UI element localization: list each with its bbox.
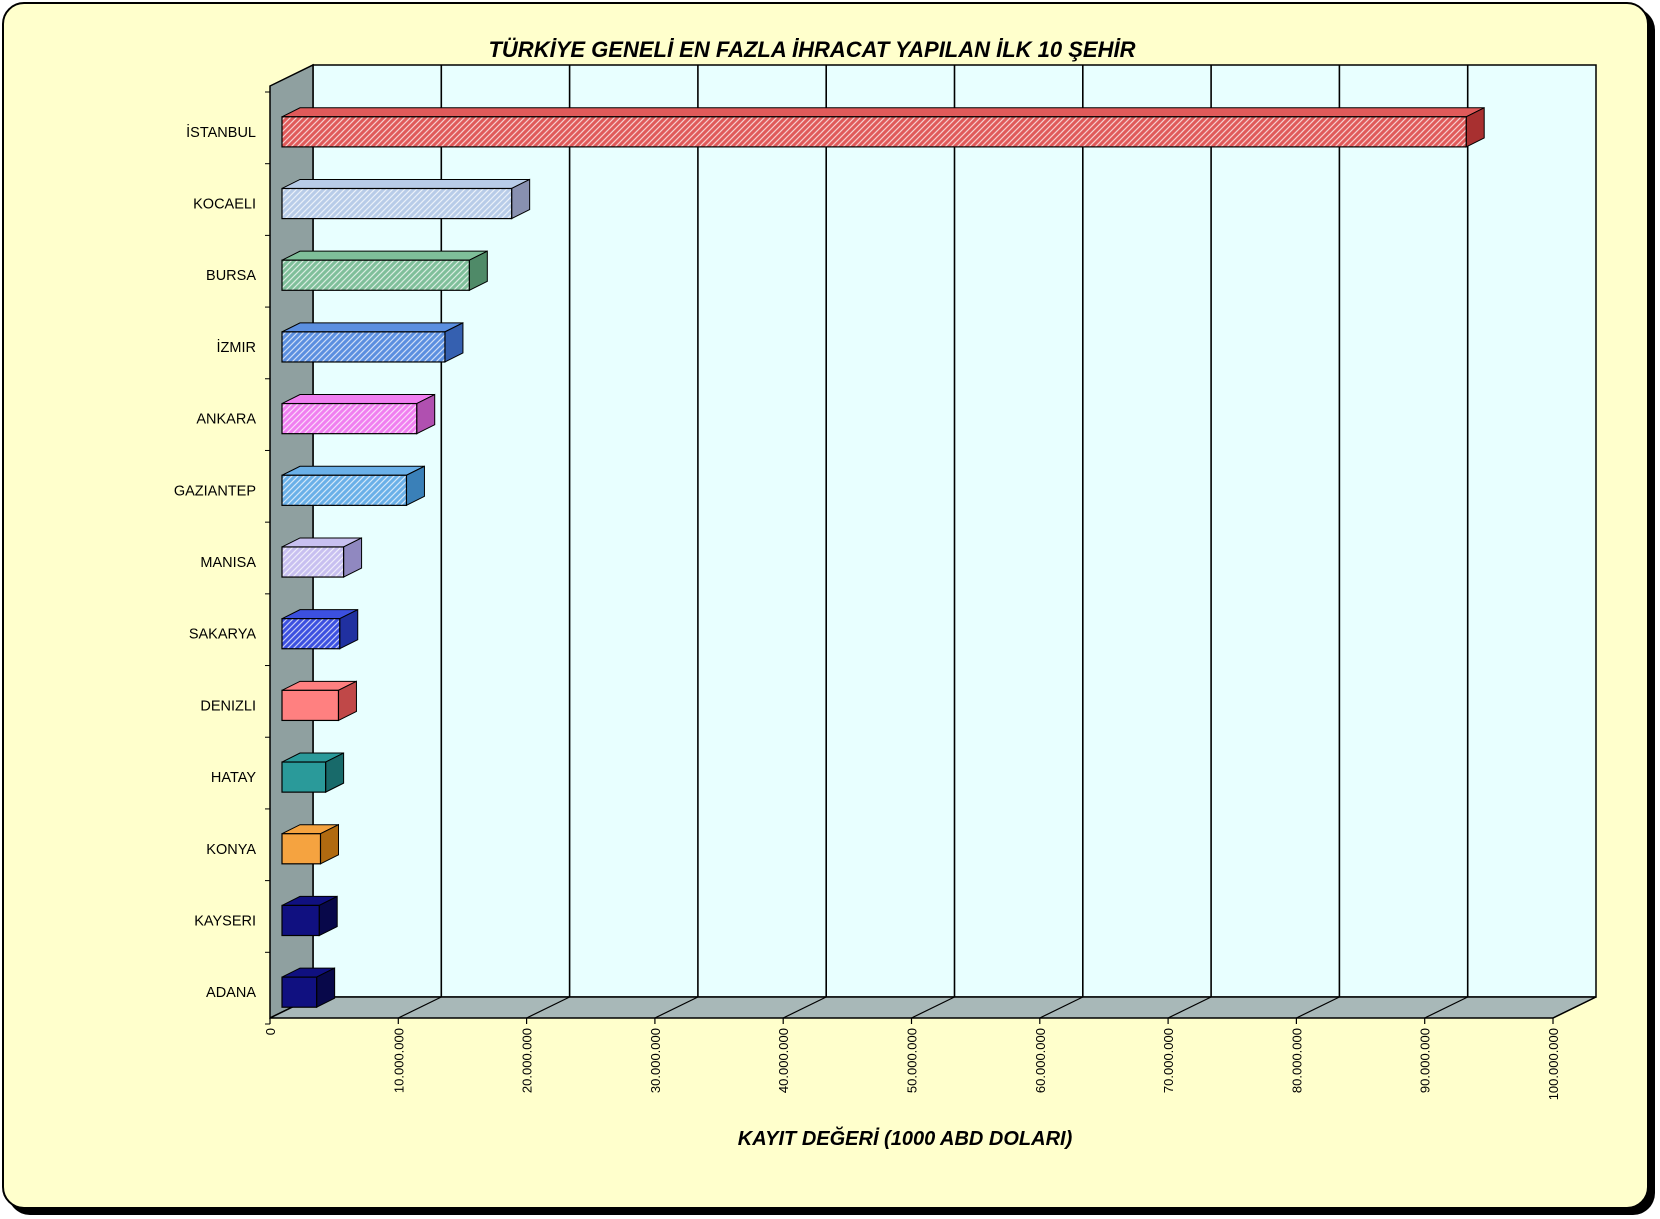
x-tick-label: 10.000.000: [391, 1028, 406, 1093]
bar-top: [281, 178, 530, 189]
category-label: GAZIANTEP: [174, 483, 256, 499]
x-axis-title: KAYIT DEĞERİ (1000 ABD DOLARI): [738, 1126, 1073, 1150]
plot-area: 0 10.000.000 20.000.000 30.000.000 40.000.00…: [174, 63, 1597, 1100]
bar-top: [281, 107, 1485, 118]
x-tick-label: 60.000.000: [1033, 1028, 1048, 1093]
x-tick-label: 80.000.000: [1289, 1028, 1304, 1093]
category-label: KONYA: [206, 842, 256, 858]
category-label: MANISA: [200, 555, 256, 571]
x-tick-label: 90.000.000: [1418, 1028, 1433, 1093]
bars: [281, 106, 1485, 1009]
bar: [281, 331, 446, 363]
bar: [281, 259, 470, 291]
bar-group: [281, 322, 464, 363]
category-label: ADANA: [206, 985, 256, 1001]
bar-group: [281, 967, 336, 1009]
bar-top: [281, 465, 425, 476]
bar-group: [281, 106, 1485, 148]
bar-group: [281, 895, 338, 937]
bar: [281, 761, 327, 793]
category-label: İZMIR: [217, 338, 256, 356]
bar: [281, 474, 408, 506]
floor-gridline: [1552, 996, 1597, 1019]
category-label: İSTANBUL: [186, 123, 256, 141]
category-label: KOCAELI: [193, 197, 256, 213]
floor-gridline: [1296, 996, 1340, 1019]
floor-gridline: [1167, 996, 1212, 1019]
bar-group: [281, 537, 363, 578]
bar-group: [281, 752, 345, 793]
bar-top: [281, 250, 488, 261]
x-tick-label: 0: [263, 1028, 278, 1035]
bar: [281, 618, 341, 650]
bar-group: [281, 680, 357, 722]
gridlines: [269, 65, 1597, 1024]
x-tick-label: 70.000.000: [1161, 1028, 1176, 1093]
category-label: SAKARYA: [189, 627, 256, 643]
category-label: BURSA: [206, 268, 256, 284]
x-tick-label: 30.000.000: [648, 1028, 663, 1093]
category-label: KAYSERI: [194, 913, 256, 929]
floor-gridline: [1039, 996, 1084, 1019]
bar: [281, 546, 345, 578]
bar-group: [281, 465, 425, 507]
floor-gridline: [398, 996, 442, 1019]
x-tick-label: 40.000.000: [776, 1028, 791, 1093]
bar: [281, 116, 1467, 148]
bar-group: [281, 250, 488, 292]
category-label: HATAY: [211, 770, 256, 786]
bar-top: [281, 322, 464, 333]
bar: [281, 402, 418, 435]
bar: [281, 904, 320, 937]
floor-gridline: [654, 996, 699, 1019]
bar-group: [281, 393, 436, 435]
floor-gridline: [1424, 996, 1468, 1019]
category-label: DENIZLI: [200, 698, 256, 714]
bar: [281, 833, 322, 865]
floor-gridline: [782, 996, 827, 1019]
category-label: ANKARA: [196, 412, 256, 428]
x-tick-label: 50.000.000: [905, 1028, 920, 1093]
bar: [281, 689, 340, 722]
floor-gridline: [526, 996, 570, 1019]
bar: [281, 976, 318, 1008]
x-tick-label: 100.000.000: [1546, 1028, 1561, 1100]
bar-group: [281, 608, 359, 650]
bar-group: [281, 178, 531, 220]
bar-top: [281, 394, 435, 405]
x-tick-label: 20.000.000: [520, 1028, 535, 1093]
bar-group: [281, 823, 339, 865]
bar: [281, 187, 513, 220]
chart-title: TÜRKİYE GENELİ EN FAZLA İHRACAT YAPILAN …: [488, 37, 1135, 62]
floor-gridline: [911, 996, 955, 1019]
